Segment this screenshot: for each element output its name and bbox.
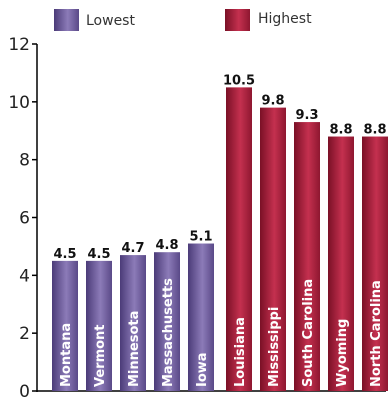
value-label: 5.1 xyxy=(189,230,212,245)
value-label: 4.8 xyxy=(155,238,178,253)
bar-wyoming xyxy=(328,136,354,391)
value-label: 10.5 xyxy=(223,73,255,88)
y-tick-label: 8 xyxy=(19,151,30,171)
category-label: Massachusetts xyxy=(161,278,176,387)
bar-north-carolina xyxy=(362,136,388,391)
bar-montana xyxy=(52,260,78,391)
value-label: 8.8 xyxy=(363,123,386,138)
y-tick-label: 0 xyxy=(19,382,30,397)
value-label: 4.5 xyxy=(87,247,110,262)
legend-label-highest: Highest xyxy=(258,11,312,27)
bar-iowa xyxy=(188,243,214,391)
y-tick-label: 6 xyxy=(19,209,30,229)
category-label: Louisiana xyxy=(233,317,248,387)
y-tick-label: 4 xyxy=(19,266,30,286)
legend: Lowest Highest xyxy=(54,9,312,31)
bars: 4.5 Montana 4.5 Vermont 4.7 Minnesota 4.8 Massa… xyxy=(52,73,388,391)
value-label: 4.7 xyxy=(121,241,144,256)
y-tick-label: 10 xyxy=(8,93,30,113)
category-label: Wyoming xyxy=(335,319,350,387)
y-tick-label: 2 xyxy=(19,324,30,344)
category-label: South Carolina xyxy=(301,279,316,387)
category-label: Montana xyxy=(59,323,74,387)
category-label: Vermont xyxy=(93,324,108,387)
legend-swatch-highest xyxy=(225,9,250,31)
value-label: 9.8 xyxy=(261,94,284,109)
bar-minnesota xyxy=(120,255,146,391)
bar-south-carolina xyxy=(294,122,320,391)
y-ticks: 0 2 4 6 8 10 12 xyxy=(8,35,37,397)
category-label: Mississippi xyxy=(267,307,282,387)
legend-swatch-lowest xyxy=(54,9,79,31)
value-label: 8.8 xyxy=(329,123,352,138)
bar-massachusetts xyxy=(154,252,180,391)
category-label: North Carolina xyxy=(369,280,384,387)
value-label: 9.3 xyxy=(295,108,318,123)
bar-vermont xyxy=(86,260,112,391)
legend-label-lowest: Lowest xyxy=(86,13,135,29)
category-label: Minnesota xyxy=(127,311,142,387)
value-label: 4.5 xyxy=(53,247,76,262)
bar-mississippi xyxy=(260,107,286,391)
category-label: Iowa xyxy=(195,352,210,387)
bar-louisiana xyxy=(226,87,252,391)
y-tick-label: 12 xyxy=(8,35,30,55)
